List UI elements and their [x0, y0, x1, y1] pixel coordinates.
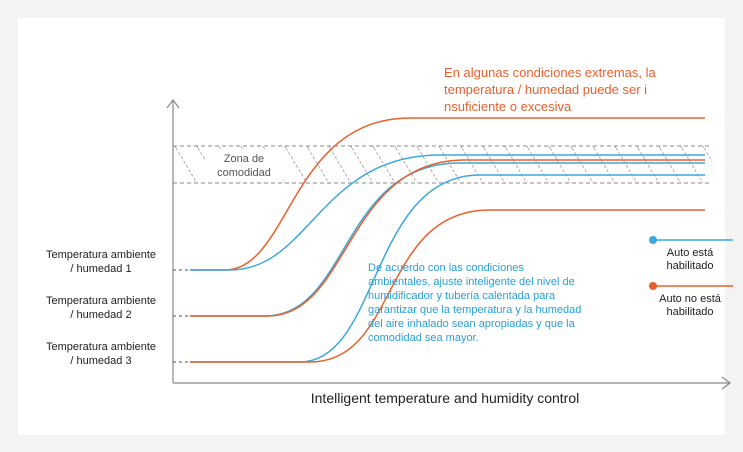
ambient-label: Temperatura ambiente	[46, 341, 156, 353]
level-guides	[173, 269, 190, 363]
ambient-label: Temperatura ambiente	[46, 295, 156, 307]
note-line: comodidad sea mayor.	[368, 332, 479, 344]
zone-label: Zona de	[224, 153, 264, 165]
curves	[190, 117, 705, 363]
legend-label: Auto está	[667, 247, 714, 259]
legend-label: habilitado	[666, 306, 713, 318]
note-line: ambientales, ajuste inteligente del nive…	[368, 276, 575, 288]
note-line: En algunas condiciones extremas, la	[444, 65, 657, 80]
ambient-label: / humedad 1	[70, 263, 131, 275]
axes	[166, 99, 731, 390]
auto-note: De acuerdo con las condiciones ambientale…	[368, 262, 581, 344]
panel	[18, 18, 725, 435]
note-line: del aire inhalado sean apropiadas y que …	[368, 318, 576, 330]
ambient-label: / humedad 3	[70, 355, 131, 367]
ambient-labels: Temperatura ambiente / humedad 1 Temperatu…	[46, 249, 156, 367]
ambient-label: Temperatura ambiente	[46, 249, 156, 261]
zone-label: comodidad	[217, 167, 271, 179]
legend-label: habilitado	[666, 260, 713, 272]
note-line: garantizar que la temperatura y la humed…	[368, 304, 581, 316]
note-line: temperatura / humedad puede ser i	[444, 82, 647, 97]
note-line: De acuerdo con las condiciones	[368, 262, 524, 274]
diagram-title: Intelligent temperature and humidity con…	[311, 390, 579, 406]
note-line: humidificador y tubería calentada para	[368, 290, 556, 302]
legend-label: Auto no está	[659, 293, 722, 305]
comfort-zone	[173, 145, 712, 184]
legend: Auto está habilitado Auto no está habili…	[649, 236, 733, 318]
extreme-note: En algunas condiciones extremas, la tempe…	[444, 65, 657, 114]
ambient-label: / humedad 2	[70, 309, 131, 321]
note-line: nsuficiente o excesiva	[444, 99, 572, 114]
